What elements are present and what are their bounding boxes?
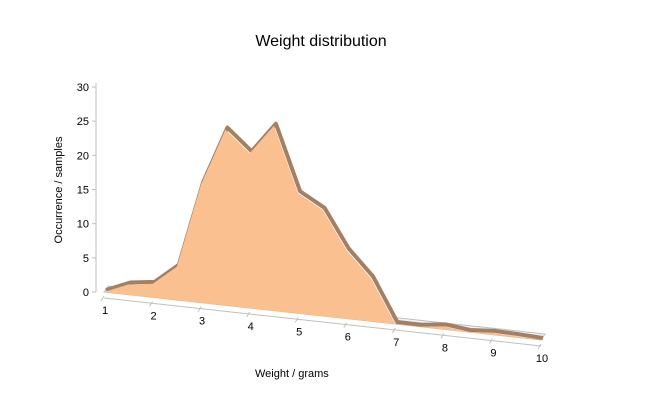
series-area — [104, 125, 541, 340]
x-tick-mark-7 — [440, 333, 445, 339]
y-tick-label-4: 20 — [77, 150, 89, 162]
x-tick-label-0: 1 — [102, 305, 108, 317]
y-tick-label-6: 30 — [77, 82, 89, 94]
data-point-11 — [370, 277, 373, 280]
x-tick-label-9: 10 — [536, 353, 548, 365]
x-tick-mark-8 — [489, 338, 493, 344]
x-axis-line — [103, 297, 542, 347]
y-tick-label-3: 15 — [77, 185, 89, 197]
data-point-18 — [540, 339, 543, 342]
x-tick-label-4: 5 — [296, 326, 302, 338]
x-tick-mark-4 — [294, 317, 299, 323]
data-point-0 — [103, 291, 106, 294]
y-tick-label-0: 0 — [83, 287, 89, 299]
chart-title: Weight distribution — [255, 33, 387, 50]
x-tick-mark-9 — [537, 343, 542, 350]
x-tick-mark-1 — [149, 301, 153, 307]
x-tick-label-5: 6 — [345, 332, 351, 344]
x-tick-label-1: 2 — [150, 310, 156, 322]
data-point-8 — [297, 192, 300, 195]
data-point-17 — [515, 335, 518, 338]
x-axis-title: Weight / grams — [255, 368, 329, 380]
x-tick-label-3: 4 — [248, 321, 254, 333]
data-point-5 — [224, 128, 227, 131]
data-point-6 — [248, 152, 251, 155]
y-tick-label-5: 25 — [77, 116, 89, 128]
data-point-1 — [127, 283, 130, 286]
data-point-13 — [418, 325, 421, 328]
x-tick-mark-2 — [197, 306, 202, 312]
x-tick-mark-3 — [246, 311, 251, 318]
data-point-7 — [272, 124, 275, 127]
x-tick-mark-6 — [391, 327, 396, 334]
x-tick-mark-5 — [343, 322, 348, 328]
data-point-2 — [151, 282, 154, 285]
data-point-4 — [200, 183, 203, 186]
x-tick-label-7: 8 — [442, 342, 448, 354]
data-point-10 — [345, 249, 348, 252]
data-point-15 — [467, 331, 470, 334]
data-point-3 — [175, 265, 178, 268]
data-point-9 — [321, 208, 324, 211]
y-tick-label-1: 5 — [83, 253, 89, 265]
x-tick-label-8: 9 — [490, 348, 496, 360]
series-group — [103, 121, 544, 342]
data-point-12 — [394, 323, 397, 326]
x-tick-mark-0 — [100, 295, 105, 302]
ticks-group: 0 5 10 15 20 25 30 1 2 3 4 5 6 7 8 9 10 — [77, 82, 548, 365]
x-tick-label-2: 3 — [199, 316, 205, 328]
data-point-14 — [442, 325, 445, 328]
x-tick-label-6: 7 — [393, 337, 399, 349]
y-tick-label-2: 10 — [77, 219, 89, 231]
data-point-16 — [491, 331, 494, 334]
